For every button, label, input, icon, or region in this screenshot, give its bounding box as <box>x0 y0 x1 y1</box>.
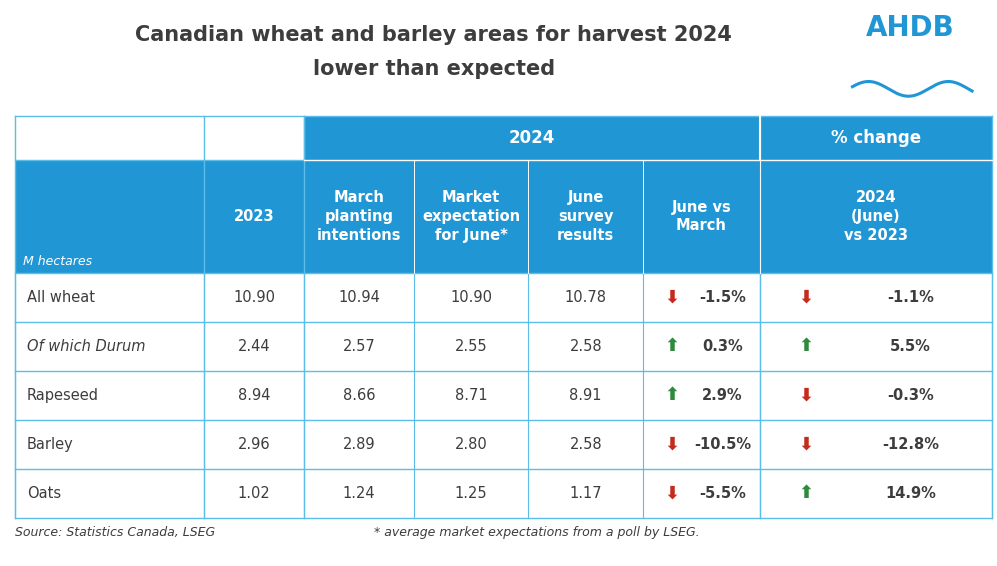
Text: ⬇: ⬇ <box>799 387 814 404</box>
Text: 10.90: 10.90 <box>450 290 493 305</box>
Text: 10.78: 10.78 <box>564 290 607 305</box>
Text: June
survey
results: June survey results <box>557 190 614 243</box>
Text: % change: % change <box>831 129 921 147</box>
Text: 2.96: 2.96 <box>238 437 270 452</box>
Text: 2024: 2024 <box>508 129 555 147</box>
Text: 1.24: 1.24 <box>343 486 375 501</box>
Text: ⬆: ⬆ <box>665 387 680 404</box>
Text: June vs
March: June vs March <box>672 200 731 233</box>
Text: March
planting
intentions: March planting intentions <box>317 190 401 243</box>
Text: Market
expectation
for June*: Market expectation for June* <box>422 190 520 243</box>
Text: lower than expected: lower than expected <box>313 59 554 79</box>
Text: ⬇: ⬇ <box>799 435 814 453</box>
Text: ⬇: ⬇ <box>665 484 680 503</box>
Text: Source: Statistics Canada, LSEG: Source: Statistics Canada, LSEG <box>15 526 215 539</box>
Bar <box>15 371 992 420</box>
Text: Canadian wheat and barley areas for harvest 2024: Canadian wheat and barley areas for harv… <box>136 25 732 45</box>
Text: 1.02: 1.02 <box>238 486 270 501</box>
Text: All wheat: All wheat <box>27 290 95 305</box>
Text: 2.58: 2.58 <box>569 437 602 452</box>
Text: -5.5%: -5.5% <box>699 486 746 501</box>
Bar <box>760 116 992 160</box>
Text: 2.57: 2.57 <box>343 339 375 354</box>
Text: 2.9%: 2.9% <box>702 388 743 403</box>
Text: * average market expectations from a poll by LSEG.: * average market expectations from a pol… <box>374 526 700 539</box>
Text: -10.5%: -10.5% <box>694 437 751 452</box>
Text: -12.8%: -12.8% <box>882 437 939 452</box>
Text: ⬇: ⬇ <box>665 288 680 306</box>
Text: 8.71: 8.71 <box>455 388 488 403</box>
Text: Rapeseed: Rapeseed <box>27 388 99 403</box>
Text: 8.91: 8.91 <box>569 388 602 403</box>
Bar <box>304 116 760 160</box>
Text: 2.44: 2.44 <box>238 339 270 354</box>
Bar <box>15 116 304 160</box>
Text: 1.17: 1.17 <box>569 486 602 501</box>
Text: ⬆: ⬆ <box>799 337 814 355</box>
Text: 2.89: 2.89 <box>343 437 375 452</box>
Text: 10.94: 10.94 <box>338 290 380 305</box>
Text: 2.80: 2.80 <box>455 437 488 452</box>
Text: ⬆: ⬆ <box>665 337 680 355</box>
Text: 2024
(June)
vs 2023: 2024 (June) vs 2023 <box>843 190 908 243</box>
Text: 2.58: 2.58 <box>569 339 602 354</box>
Text: 2023: 2023 <box>234 209 274 224</box>
Bar <box>15 273 992 322</box>
Text: Of which Durum: Of which Durum <box>27 339 146 354</box>
Bar <box>15 322 992 371</box>
Text: M hectares: M hectares <box>23 255 92 268</box>
Text: 8.66: 8.66 <box>343 388 375 403</box>
Text: Barley: Barley <box>27 437 74 452</box>
Text: -1.5%: -1.5% <box>699 290 746 305</box>
Bar <box>15 160 992 273</box>
Text: ⬆: ⬆ <box>799 484 814 503</box>
Text: -1.1%: -1.1% <box>887 290 934 305</box>
Text: ⬇: ⬇ <box>665 435 680 453</box>
Text: Oats: Oats <box>27 486 61 501</box>
Text: -0.3%: -0.3% <box>887 388 934 403</box>
Bar <box>15 420 992 469</box>
Text: AHDB: AHDB <box>865 14 955 42</box>
Text: 2.55: 2.55 <box>455 339 488 354</box>
Text: 5.5%: 5.5% <box>890 339 931 354</box>
Text: 14.9%: 14.9% <box>885 486 936 501</box>
Text: 1.25: 1.25 <box>455 486 488 501</box>
Text: ⬇: ⬇ <box>799 288 814 306</box>
Text: 8.94: 8.94 <box>238 388 270 403</box>
Text: 10.90: 10.90 <box>233 290 275 305</box>
Text: 0.3%: 0.3% <box>702 339 743 354</box>
Bar <box>15 469 992 518</box>
